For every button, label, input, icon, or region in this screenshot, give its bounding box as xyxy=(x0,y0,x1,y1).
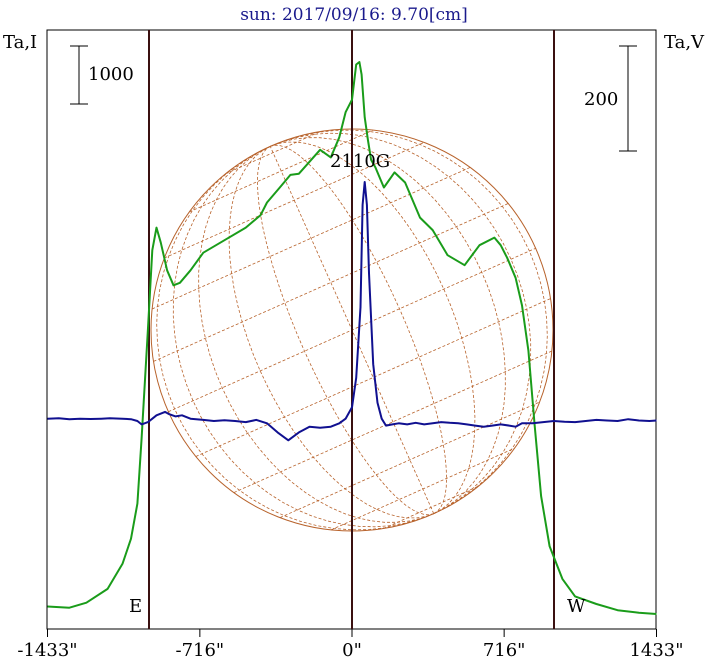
chart-title: sun: 2017/09/16: 9.70[cm] xyxy=(240,5,468,25)
disk-meridian xyxy=(270,144,448,514)
right-scale-bar xyxy=(619,45,637,152)
intensity-series-line xyxy=(47,61,657,615)
right-scale-bar-label: 200 xyxy=(584,89,618,110)
disk-meridian xyxy=(198,146,434,523)
x-tick-label: -1433" xyxy=(17,640,77,661)
disk-meridian xyxy=(156,146,434,531)
disk-meridian xyxy=(270,141,476,514)
disk-parallel xyxy=(153,203,509,362)
disk-meridian xyxy=(270,129,548,514)
disk-parallel xyxy=(195,298,551,457)
series-layer xyxy=(47,61,657,615)
left-axis-label: Ta,I xyxy=(3,32,37,53)
left-scale-bar xyxy=(70,45,88,105)
polarization-series-line xyxy=(47,181,657,442)
x-tick-label: 1433" xyxy=(629,640,683,661)
x-axis-ticks: -1433" -716" 0" 716" 1433" xyxy=(17,629,684,661)
disk-meridian xyxy=(228,146,434,519)
disk-parallel xyxy=(164,142,425,259)
east-limb-label: E xyxy=(129,596,142,617)
disk-parallel xyxy=(383,485,479,529)
disk-meridian xyxy=(270,132,532,514)
disk-parallel xyxy=(330,447,515,531)
disk-parallel xyxy=(279,401,540,518)
disk-meridian xyxy=(270,137,506,514)
disk-meridian xyxy=(172,146,434,528)
disk-parallel xyxy=(189,129,374,213)
source-annotation: 2110G xyxy=(330,151,390,172)
x-tick-label: 0" xyxy=(342,640,362,661)
disk-meridian xyxy=(256,146,434,516)
right-axis-label: Ta,V xyxy=(664,32,705,53)
left-scale-bar-label: 1000 xyxy=(88,64,134,85)
x-tick-label: -716" xyxy=(175,640,224,661)
disk-parallel xyxy=(225,131,321,175)
west-limb-label: W xyxy=(567,596,586,617)
x-tick-label: 716" xyxy=(483,640,526,661)
